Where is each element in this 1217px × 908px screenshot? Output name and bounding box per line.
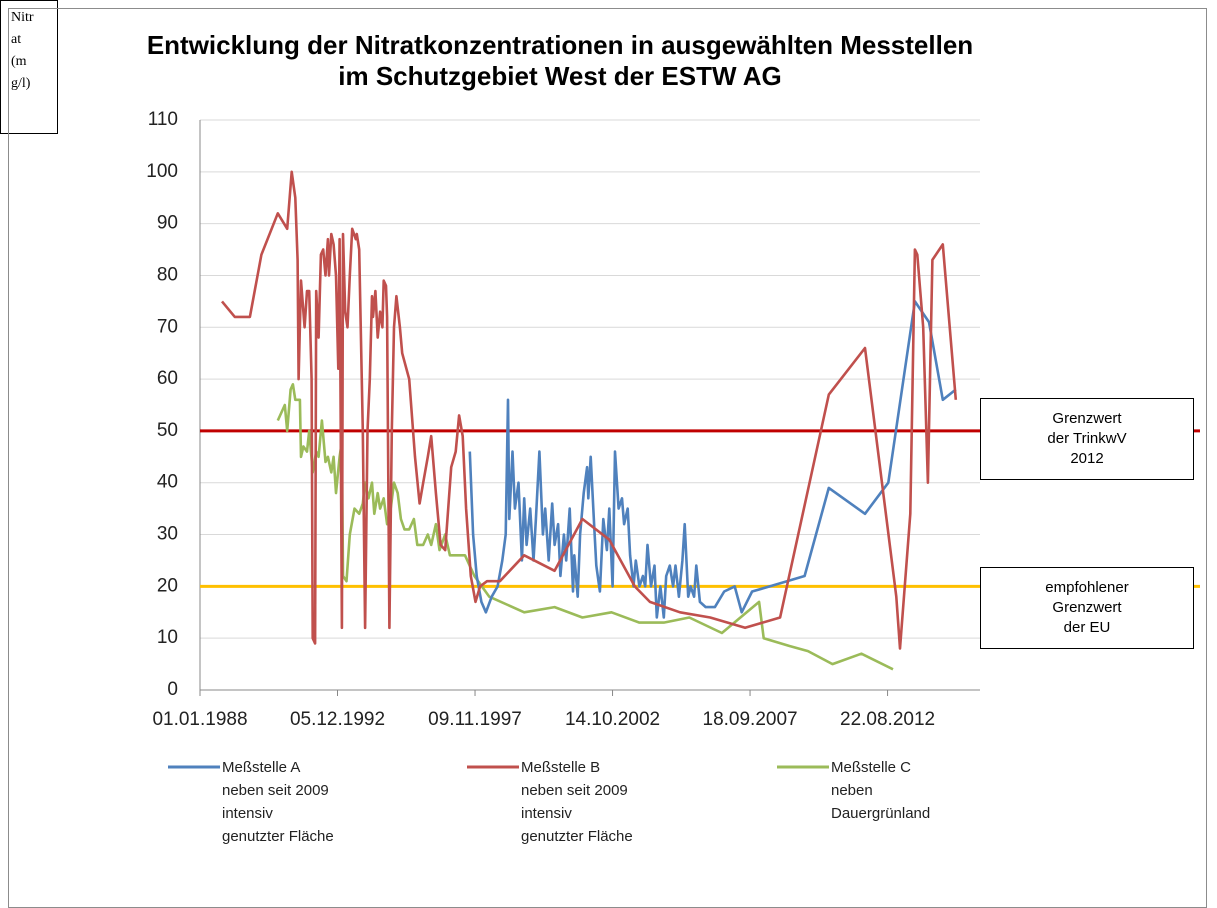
y-tick-label: 10	[157, 627, 178, 648]
x-tick-label: 14.10.2002	[565, 709, 660, 730]
x-tick-label: 01.01.1988	[152, 709, 247, 730]
y-axis-label: Nitrat (mg/l)	[11, 10, 34, 91]
y-tick-label: 60	[157, 368, 178, 389]
reference-label: empfohlener Grenzwert der EU	[980, 567, 1194, 649]
x-tick-label: 05.12.1992	[290, 709, 385, 730]
legend-label: Meßstelle A neben seit 2009 intensiv gen…	[222, 759, 334, 845]
series-line	[220, 170, 958, 650]
x-tick-label: 18.09.2007	[703, 709, 798, 730]
y-tick-label: 40	[157, 472, 178, 493]
y-tick-label: 100	[146, 161, 178, 182]
chart-title: Entwicklung der Nitratkonzentrationen in…	[146, 30, 974, 91]
y-tick-label: 70	[157, 316, 178, 337]
y-tick-label: 90	[157, 213, 178, 234]
legend-label: Meßstelle B neben seit 2009 intensiv gen…	[521, 759, 633, 845]
y-tick-label: 20	[157, 575, 178, 596]
y-tick-label: 110	[148, 109, 178, 130]
y-tick-label: 30	[157, 524, 178, 545]
series-line	[468, 300, 957, 619]
x-tick-label: 22.08.2012	[840, 709, 935, 730]
x-tick-label: 09.11.1997	[428, 709, 522, 730]
legend-label: Meßstelle C neben Dauergrünland	[831, 759, 931, 822]
y-tick-label: 50	[157, 420, 178, 441]
y-axis-label-box: Nitrat (mg/l)	[0, 0, 58, 134]
reference-label: Grenzwert der TrinkwV 2012	[980, 398, 1194, 480]
y-tick-label: 80	[157, 264, 178, 285]
y-tick-label: 0	[167, 679, 178, 700]
